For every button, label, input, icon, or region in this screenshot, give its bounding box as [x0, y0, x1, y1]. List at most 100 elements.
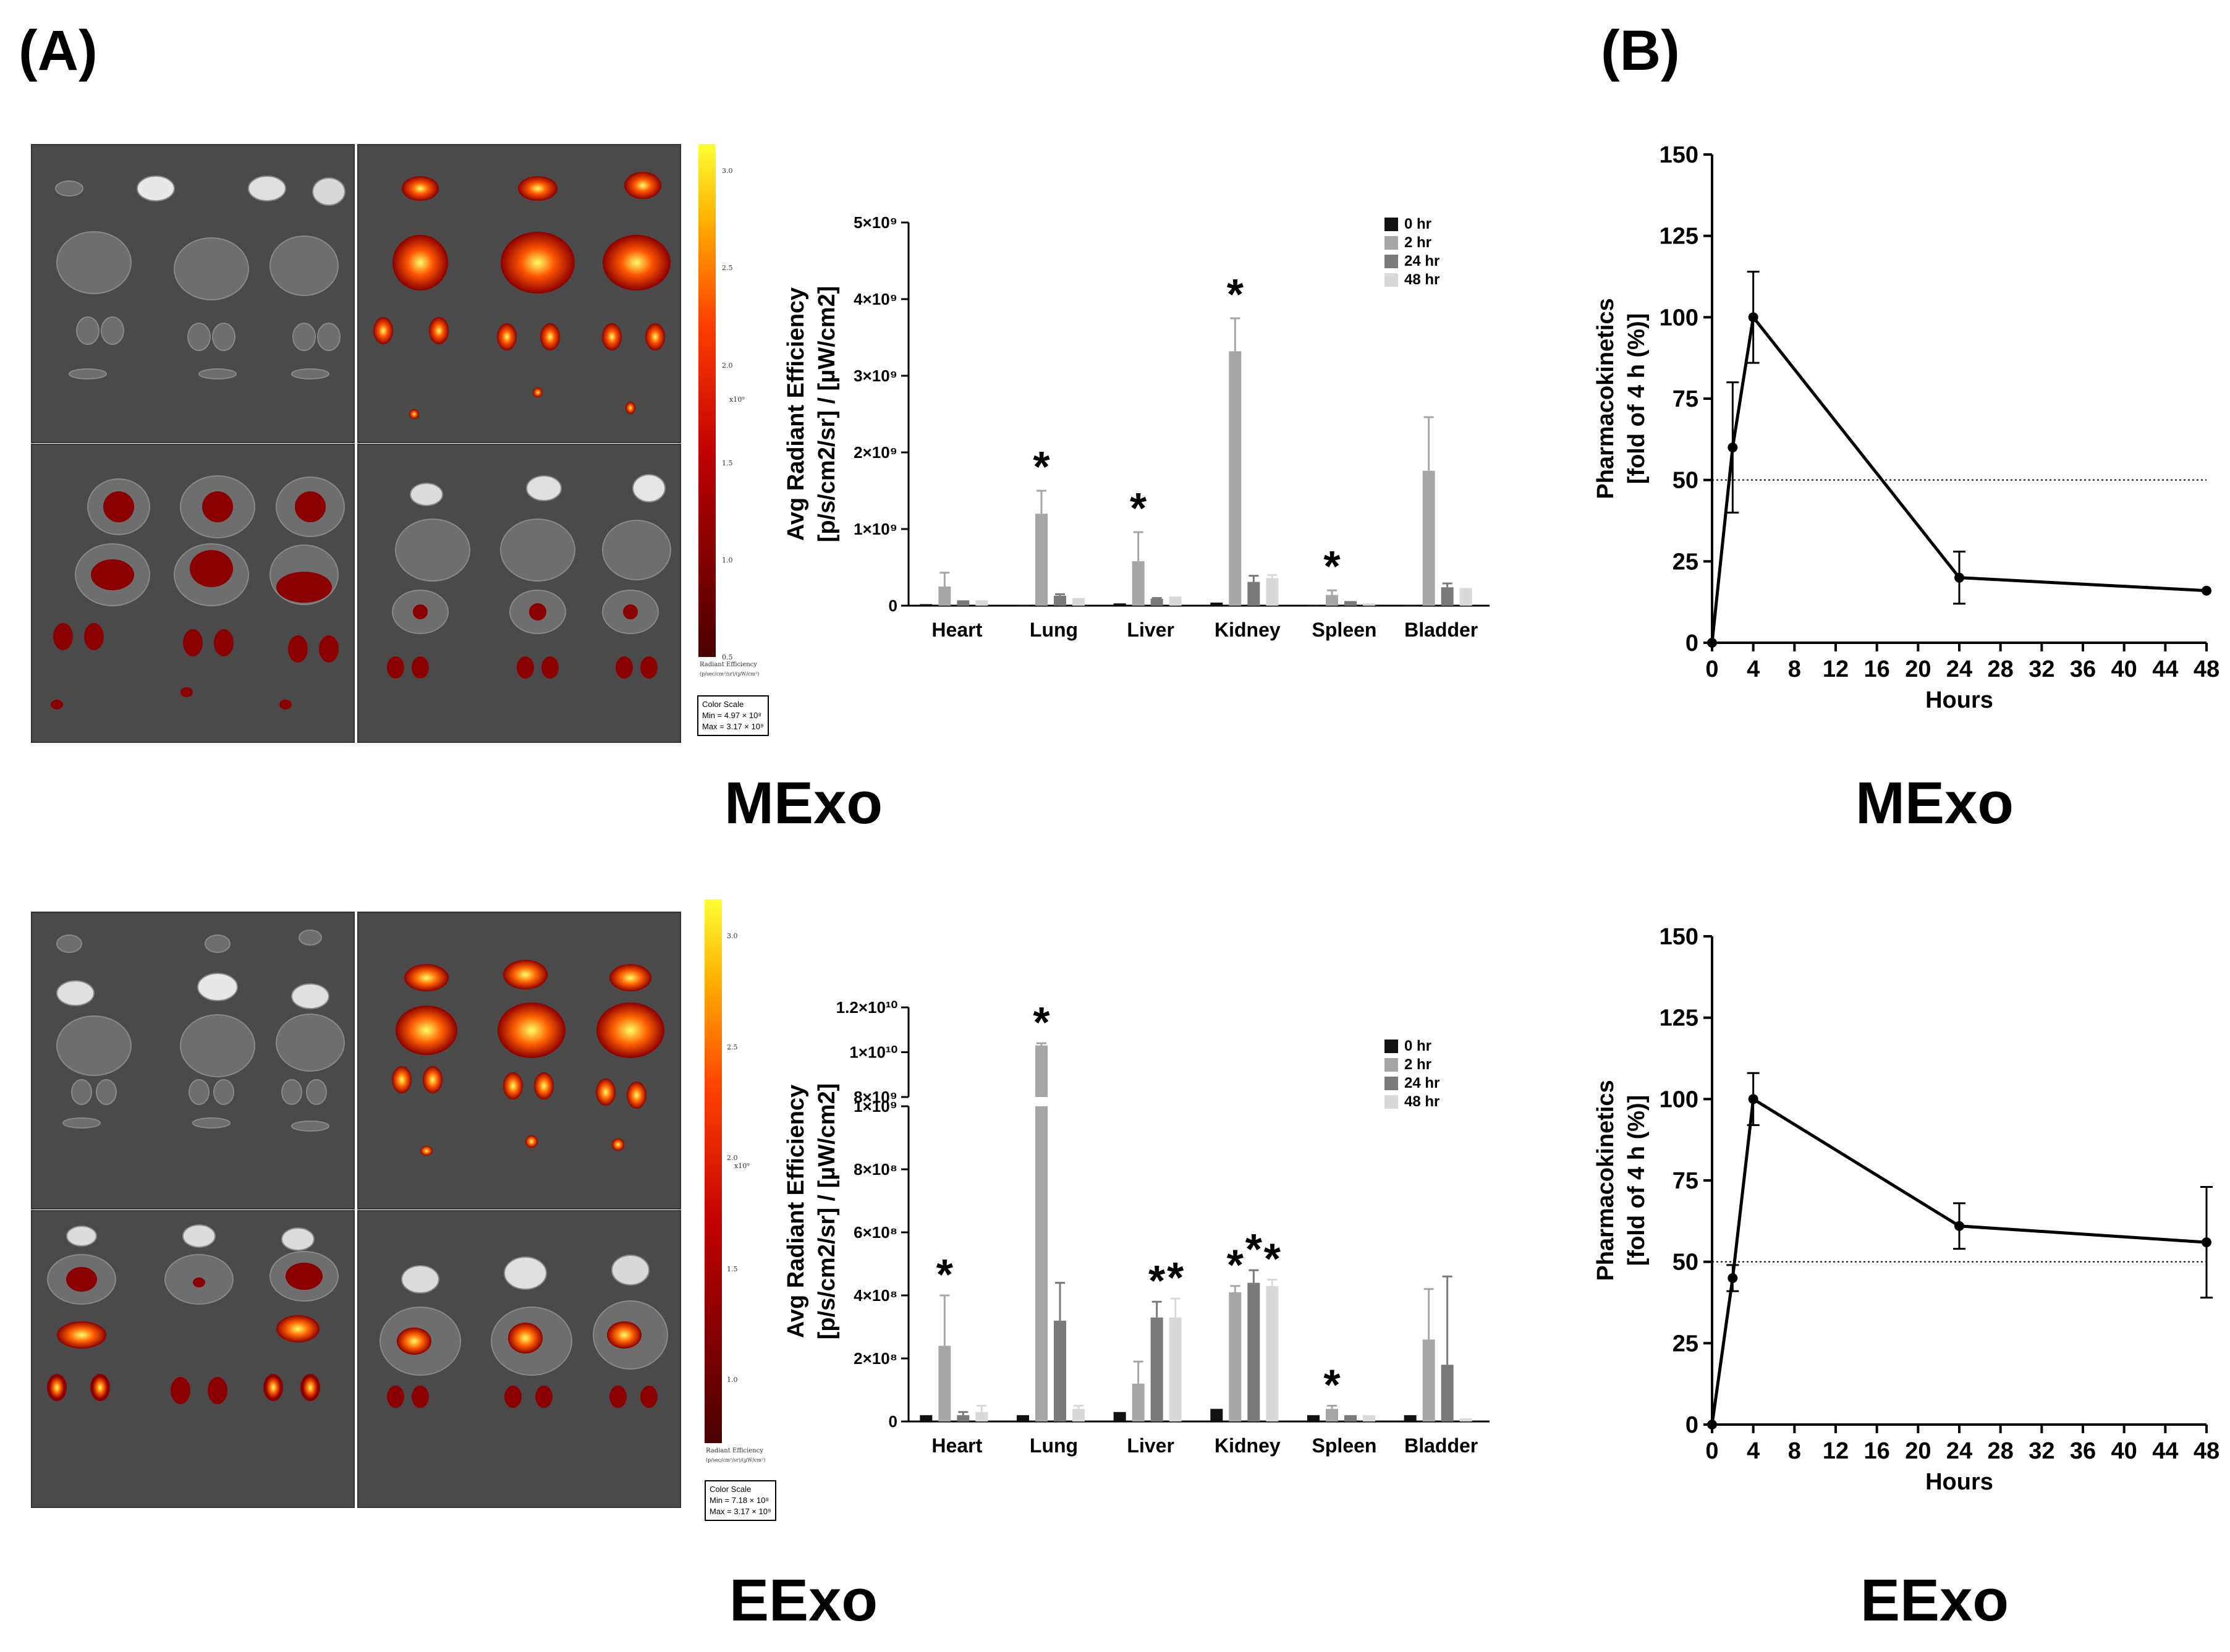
legend-label: 24 hr — [1404, 1075, 1439, 1091]
significance-star: * — [1227, 1241, 1244, 1289]
organ-image-mexo-2hr — [357, 144, 681, 443]
x-tick-label: 48 — [2194, 1438, 2219, 1464]
data-point — [1728, 1273, 1738, 1283]
organ-image-mexo-24hr — [31, 444, 355, 743]
colorbar-tick: 2.0 — [722, 362, 733, 370]
x-tick-label: Heart — [931, 619, 982, 641]
bar — [1210, 603, 1223, 606]
bar — [957, 1415, 970, 1421]
bar — [1150, 1317, 1163, 1421]
bar — [920, 1415, 933, 1421]
bar — [1404, 604, 1417, 606]
y-tick-label: 1.2×10¹⁰ — [836, 998, 897, 1017]
bar — [1150, 598, 1163, 606]
data-point — [1707, 1420, 1717, 1430]
y-tick-label: 0 — [889, 1412, 897, 1431]
significance-star: * — [1245, 1225, 1263, 1273]
y-tick-label: 0 — [889, 596, 897, 615]
y-tick-label: 25 — [1672, 549, 1698, 575]
x-axis-label: Hours — [1925, 1469, 1993, 1495]
x-tick-label: 28 — [1988, 656, 2014, 682]
y-tick-label: 1×10⁹ — [854, 1097, 897, 1116]
bar — [1054, 595, 1066, 606]
x-tick-label: 24 — [1946, 656, 1972, 682]
organ-image-eexo-0hr — [31, 912, 355, 1209]
data-point — [1748, 312, 1758, 323]
legend-label: 0 hr — [1404, 216, 1431, 232]
y-axis-label: Pharmacokinetics — [1593, 298, 1619, 499]
x-tick-label: 20 — [1905, 656, 1931, 682]
color-scale-max: Max = 3.17 × 10⁹ — [710, 1507, 771, 1516]
panel-label-a: (A) — [19, 19, 98, 82]
x-tick-label: 44 — [2152, 1438, 2178, 1464]
x-tick-label: 44 — [2152, 656, 2178, 682]
organ-image-eexo-24hr — [31, 1210, 355, 1508]
legend-label: 2 hr — [1404, 1056, 1431, 1073]
x-tick-label: Heart — [931, 1434, 982, 1457]
legend-label: 0 hr — [1404, 1038, 1431, 1054]
color-scale-box-eexo: Color Scale Min = 7.18 × 10⁸ Max = 3.17 … — [705, 1480, 776, 1521]
bar — [1017, 604, 1029, 606]
significance-star: * — [1148, 1256, 1166, 1305]
organ-image-mexo-0hr — [31, 144, 355, 443]
y-tick-label: 150 — [1660, 142, 1698, 168]
x-tick-label: 16 — [1864, 1438, 1890, 1464]
bar — [1344, 601, 1357, 606]
x-tick-label: Bladder — [1404, 1434, 1478, 1457]
bar — [1459, 1418, 1472, 1421]
y-tick-label: 125 — [1660, 1006, 1698, 1031]
bar — [957, 600, 970, 606]
bar — [1344, 1415, 1357, 1421]
legend-label: 24 hr — [1404, 253, 1439, 269]
x-tick-label: 8 — [1788, 1438, 1801, 1464]
colorbar-tick: 3.0 — [727, 932, 738, 940]
x-tick-label: 20 — [1905, 1438, 1931, 1464]
bar-chart-eexo: Avg Radiant Efficiency [p/s/cm2/sr] / [µW… — [783, 998, 1490, 1457]
legend-swatch — [1384, 1077, 1398, 1090]
bar — [1035, 1106, 1048, 1421]
y-axis-label: [p/s/cm2/sr] / [µW/cm2] — [814, 1083, 840, 1340]
bar — [1035, 1045, 1048, 1097]
colorbar-tick: 2.0 — [727, 1154, 738, 1162]
significance-star: * — [1033, 443, 1050, 491]
bar — [1035, 514, 1048, 606]
organ-image-eexo-48hr — [357, 1210, 681, 1508]
colorbar-tick: 1.0 — [727, 1376, 738, 1384]
x-tick-label: 16 — [1864, 656, 1890, 682]
x-tick-label: 32 — [2029, 656, 2054, 682]
bar — [1229, 351, 1242, 606]
bar — [1266, 578, 1279, 606]
data-point — [2202, 1237, 2211, 1248]
y-axis-label: [fold of 4 h (%)] — [1624, 313, 1650, 484]
y-axis-label: Avg Radiant Efficiency — [783, 1085, 809, 1338]
bar-chart-mexo: Avg Radiant Efficiency [p/s/cm2/sr] / [µW… — [783, 213, 1490, 641]
significance-star: * — [1167, 1253, 1184, 1302]
y-tick-label: 4×10⁸ — [854, 1286, 897, 1305]
colorbar-tick: 2.5 — [727, 1043, 738, 1051]
x-tick-label: 0 — [1705, 1438, 1718, 1464]
data-point — [1728, 443, 1738, 452]
line-chart-eexo: Pharmacokinetics [fold of 4 h (%)] 0 25 50 75… — [1593, 924, 2219, 1495]
organ-image-mexo-48hr — [357, 444, 681, 743]
panel-label-b: (B) — [1601, 19, 1680, 82]
legend-swatch — [1384, 236, 1398, 250]
bar — [1404, 1415, 1417, 1421]
y-tick-label: 2×10⁸ — [854, 1349, 897, 1368]
x-tick-label: 36 — [2070, 1438, 2096, 1464]
legend-swatch — [1384, 273, 1398, 287]
group-label-eexo-b: EExo — [1860, 1567, 2009, 1633]
x-tick-label: 4 — [1747, 1438, 1760, 1464]
legend-swatch — [1384, 255, 1398, 268]
bar — [1169, 596, 1182, 606]
colorbar-unit: x10⁹ — [734, 1162, 750, 1170]
y-axis-label: [fold of 4 h (%)] — [1624, 1095, 1650, 1266]
bar — [1113, 603, 1126, 606]
legend-swatch — [1384, 218, 1398, 231]
y-tick-label: 1×10⁹ — [854, 520, 897, 538]
color-scale-max: Max = 3.17 × 10⁹ — [702, 722, 764, 731]
bar — [938, 1345, 951, 1421]
group-label-eexo-a: EExo — [729, 1567, 878, 1633]
significance-star: * — [1130, 484, 1147, 532]
x-tick-label: 0 — [1705, 656, 1718, 682]
x-tick-label: 48 — [2194, 656, 2219, 682]
